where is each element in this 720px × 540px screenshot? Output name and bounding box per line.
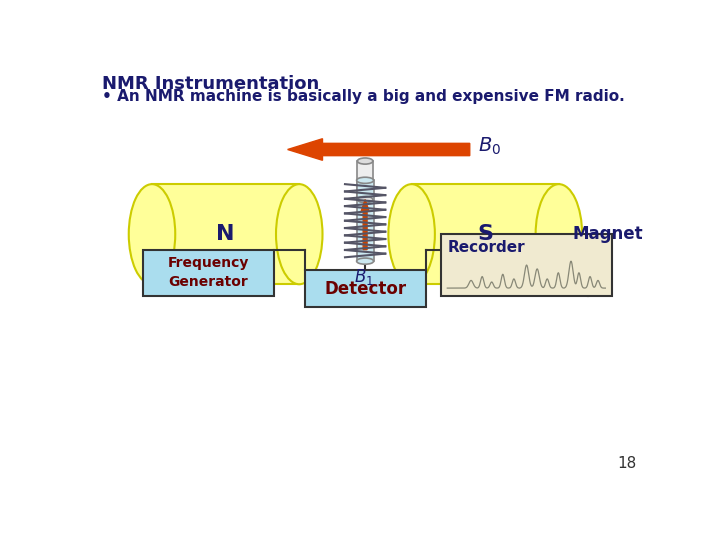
Ellipse shape xyxy=(536,184,582,284)
FancyBboxPatch shape xyxy=(305,271,426,307)
Text: N: N xyxy=(217,224,235,244)
Ellipse shape xyxy=(356,177,374,184)
Text: S: S xyxy=(477,224,493,244)
Bar xyxy=(152,184,300,284)
Ellipse shape xyxy=(357,197,373,202)
Text: $B_0$: $B_0$ xyxy=(477,136,500,157)
Text: Frequency
Generator: Frequency Generator xyxy=(168,256,249,289)
Ellipse shape xyxy=(388,184,435,284)
Text: $B_1$: $B_1$ xyxy=(354,267,374,287)
Text: • An NMR machine is basically a big and expensive FM radio.: • An NMR machine is basically a big and … xyxy=(102,90,624,104)
Bar xyxy=(412,184,559,284)
Bar xyxy=(356,180,374,261)
Text: Detector: Detector xyxy=(325,280,407,298)
Bar xyxy=(357,161,373,200)
Text: 18: 18 xyxy=(617,456,636,471)
FancyBboxPatch shape xyxy=(441,234,611,296)
FancyBboxPatch shape xyxy=(143,249,274,296)
FancyArrow shape xyxy=(361,200,369,249)
Text: Magnet: Magnet xyxy=(573,225,644,243)
Ellipse shape xyxy=(357,158,373,164)
Text: Recorder: Recorder xyxy=(447,240,525,255)
FancyArrow shape xyxy=(287,139,469,160)
Text: NMR Instrumentation: NMR Instrumentation xyxy=(102,75,319,93)
Ellipse shape xyxy=(276,184,323,284)
Ellipse shape xyxy=(356,258,374,264)
Ellipse shape xyxy=(129,184,175,284)
